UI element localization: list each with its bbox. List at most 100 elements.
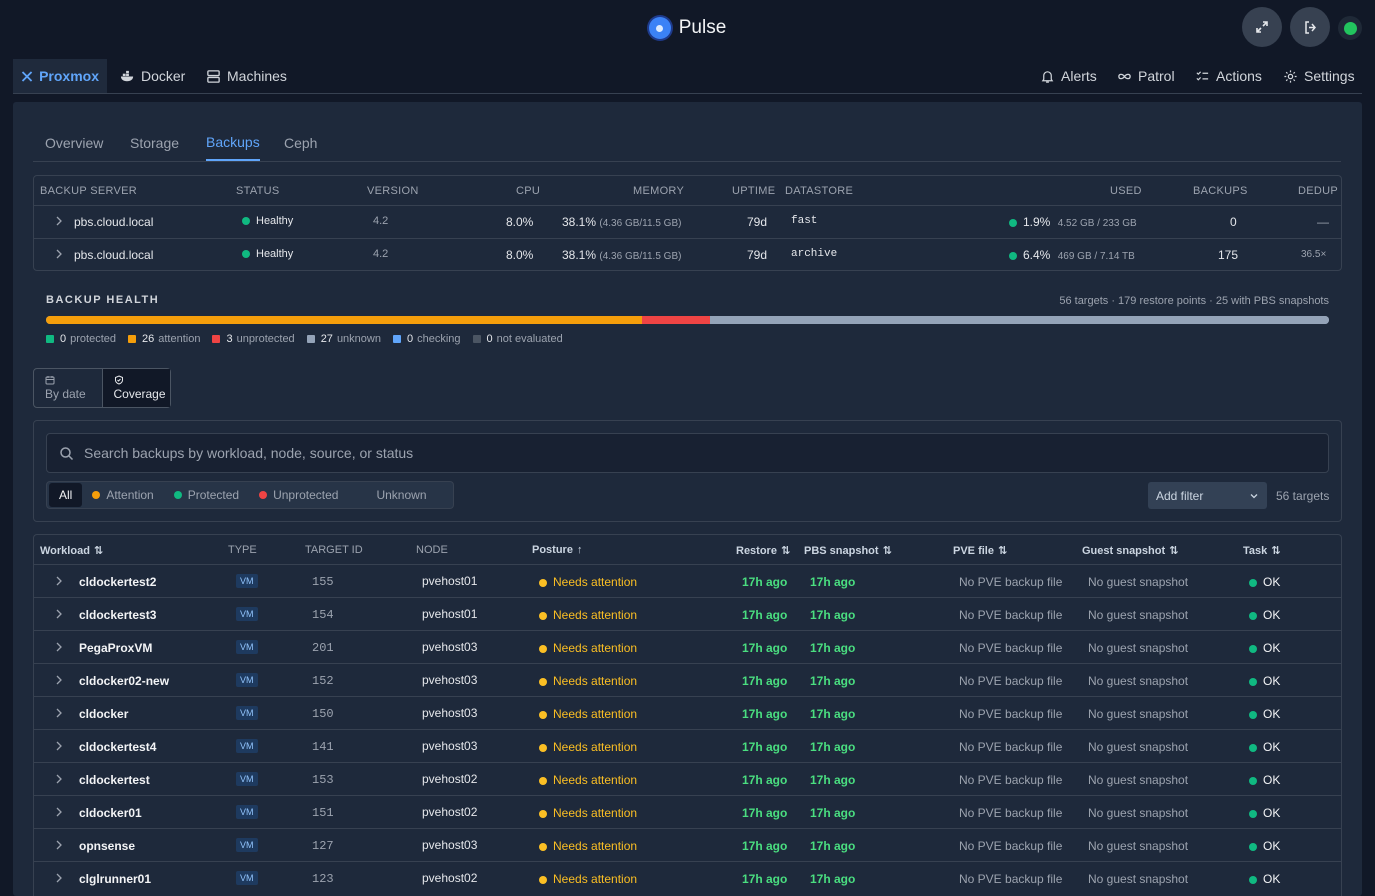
chevron-right-icon[interactable]: [54, 675, 64, 685]
restore-time: 17h ago: [742, 608, 788, 622]
table-row[interactable]: cldockertest VM 153 pvehost02 Needs attentio…: [34, 762, 1341, 795]
col-type[interactable]: TYPE: [228, 544, 257, 556]
posture-badge: Needs attention: [539, 806, 637, 820]
server-version: 4.2: [373, 215, 389, 227]
tab-backups[interactable]: Backups: [206, 124, 260, 161]
col-guest-snapshot[interactable]: Guest snapshot ⇅: [1082, 544, 1179, 558]
backup-servers-table: BACKUP SERVER STATUS VERSION CPU MEMORY …: [33, 175, 1342, 271]
table-row[interactable]: cldocker VM 150 pvehost03 Needs attention 17h…: [34, 696, 1341, 729]
restore-time: 17h ago: [742, 707, 788, 721]
type-badge: VM: [236, 805, 258, 819]
calendar-icon: [45, 376, 55, 385]
nav-actions[interactable]: Actions: [1195, 59, 1262, 93]
proxmox-icon: [21, 70, 33, 82]
guest-snapshot-status: No guest snapshot: [1088, 773, 1189, 787]
filter-unknown[interactable]: Unknown: [376, 488, 427, 502]
col-cpu[interactable]: CPU: [516, 185, 541, 197]
col-backups[interactable]: BACKUPS: [1193, 185, 1248, 197]
col-restore[interactable]: Restore ⇅: [736, 544, 791, 558]
filter-unprotected[interactable]: Unprotected: [249, 482, 348, 508]
server-memory: 38.1% (4.36 GB/11.5 GB): [562, 248, 682, 262]
pve-file-status: No PVE backup file: [959, 872, 1063, 886]
nav-machines[interactable]: Machines: [206, 59, 287, 93]
nav-docker[interactable]: Docker: [120, 59, 185, 93]
chevron-right-icon[interactable]: [54, 873, 64, 883]
table-row[interactable]: cldocker01 VM 151 pvehost02 Needs attention 1…: [34, 795, 1341, 828]
nav-settings[interactable]: Settings: [1283, 59, 1355, 93]
target-id: 127: [312, 839, 334, 853]
col-target-id[interactable]: TARGET ID: [305, 544, 363, 556]
view-by-date-button[interactable]: By date: [34, 369, 102, 407]
node-name: pvehost03: [422, 640, 478, 654]
pbs-snapshot-time: 17h ago: [810, 872, 856, 886]
tab-storage[interactable]: Storage: [130, 134, 180, 151]
table-row[interactable]: PegaProxVM VM 201 pvehost03 Needs attention 1…: [34, 630, 1341, 663]
col-posture[interactable]: Posture ↑: [532, 544, 583, 556]
add-filter-select[interactable]: Add filter: [1148, 482, 1267, 509]
col-pbs-snapshot[interactable]: PBS snapshot ⇅: [804, 544, 892, 558]
filter-attention[interactable]: Attention: [82, 482, 163, 508]
type-badge: VM: [236, 871, 258, 885]
nav-patrol[interactable]: Patrol: [1117, 59, 1175, 93]
posture-filter-group: All Attention Protected Unprotected Unkn…: [46, 481, 454, 509]
nav-alerts[interactable]: Alerts: [1040, 59, 1097, 93]
posture-badge: Needs attention: [539, 872, 637, 886]
chevron-right-icon[interactable]: [54, 708, 64, 718]
table-row[interactable]: clglrunner01 VM 123 pvehost02 Needs attentio…: [34, 861, 1341, 894]
chevron-right-icon[interactable]: [54, 807, 64, 817]
workload-name: cldockertest2: [79, 575, 157, 589]
search-field[interactable]: [46, 433, 1329, 473]
table-row[interactable]: opnsense VM 127 pvehost03 Needs attention 17h…: [34, 828, 1341, 861]
col-uptime[interactable]: UPTIME: [732, 185, 776, 197]
type-badge: VM: [236, 706, 258, 720]
col-pve-file[interactable]: PVE file ⇅: [953, 544, 1008, 558]
sort-up-icon: ↑: [576, 544, 583, 556]
filter-all[interactable]: All: [49, 483, 83, 507]
table-row[interactable]: cldockertest2 VM 155 pvehost01 Needs attenti…: [34, 564, 1341, 597]
chevron-right-icon[interactable]: [54, 642, 64, 652]
bar-segment-unknown: [710, 316, 1329, 324]
col-dedup[interactable]: DEDUP: [1298, 185, 1339, 197]
table-row[interactable]: cldocker02-new VM 152 pvehost03 Needs attent…: [34, 663, 1341, 696]
chevron-right-icon[interactable]: [54, 609, 64, 619]
col-backup-server[interactable]: BACKUP SERVER: [40, 185, 138, 197]
table-row[interactable]: cldockertest4 VM 141 pvehost03 Needs attenti…: [34, 729, 1341, 762]
col-used[interactable]: USED: [1110, 185, 1142, 197]
nav-proxmox[interactable]: Proxmox: [13, 59, 107, 93]
table-row[interactable]: cldockertest3 VM 154 pvehost01 Needs attenti…: [34, 597, 1341, 630]
fullscreen-button[interactable]: [1242, 7, 1282, 47]
col-version[interactable]: VERSION: [367, 185, 419, 197]
search-input[interactable]: [84, 445, 1284, 461]
pve-file-status: No PVE backup file: [959, 707, 1063, 721]
chevron-right-icon[interactable]: [54, 576, 64, 586]
chevron-right-icon[interactable]: [54, 249, 64, 259]
col-datastore[interactable]: DATASTORE: [785, 185, 854, 197]
type-badge: VM: [236, 838, 258, 852]
view-toggle: By date Coverage: [33, 368, 171, 408]
col-memory[interactable]: MEMORY: [633, 185, 685, 197]
logout-button[interactable]: [1290, 7, 1330, 47]
status-badge: Healthy: [242, 248, 293, 260]
col-workload[interactable]: Workload ⇅: [40, 544, 104, 558]
view-coverage-button[interactable]: Coverage: [101, 369, 170, 407]
pve-file-status: No PVE backup file: [959, 806, 1063, 820]
tab-ceph[interactable]: Ceph: [284, 134, 318, 151]
chevron-right-icon[interactable]: [54, 216, 64, 226]
server-version: 4.2: [373, 248, 389, 260]
workload-name: cldocker02-new: [79, 674, 170, 688]
tab-overview[interactable]: Overview: [45, 134, 104, 151]
chevron-right-icon[interactable]: [54, 774, 64, 784]
main-nav: Proxmox Docker Machines Alerts Patrol Ac…: [13, 59, 1362, 94]
guest-snapshot-status: No guest snapshot: [1088, 674, 1189, 688]
chevron-right-icon[interactable]: [54, 741, 64, 751]
posture-badge: Needs attention: [539, 641, 637, 655]
server-name: pbs.cloud.local: [74, 248, 154, 262]
filter-protected[interactable]: Protected: [164, 482, 249, 508]
col-status[interactable]: STATUS: [236, 185, 280, 197]
chevron-right-icon[interactable]: [54, 840, 64, 850]
pve-file-status: No PVE backup file: [959, 740, 1063, 754]
col-node[interactable]: NODE: [416, 544, 448, 556]
target-id: 141: [312, 740, 334, 754]
pve-file-status: No PVE backup file: [959, 641, 1063, 655]
col-task[interactable]: Task ⇅: [1243, 544, 1281, 558]
